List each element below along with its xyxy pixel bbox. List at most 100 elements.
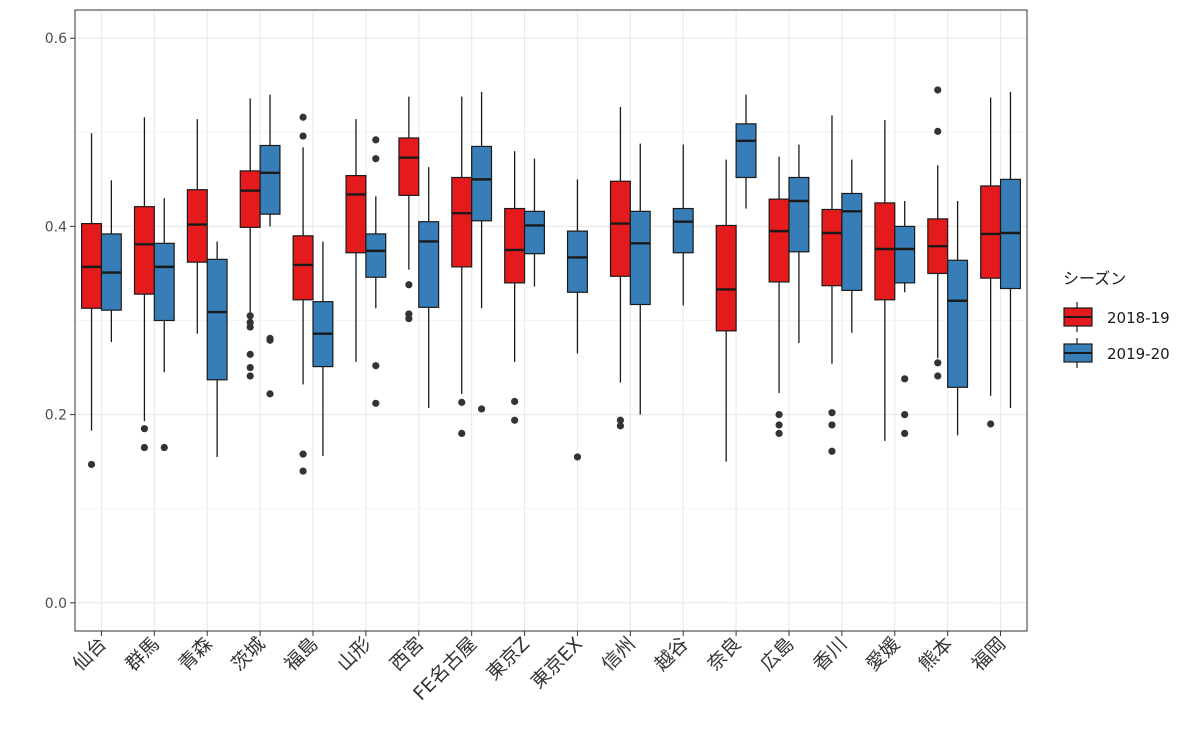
outlier-point — [246, 312, 254, 320]
outlier-point — [775, 410, 783, 419]
outlier-point — [372, 362, 380, 370]
outlier-point — [511, 397, 519, 406]
box-2019-20 — [418, 167, 440, 409]
box-2019-20 — [672, 144, 694, 306]
outlier-point — [775, 429, 783, 438]
y-tick-label: 0.4 — [45, 219, 67, 235]
box-iqr — [768, 198, 790, 283]
outlier-point — [405, 281, 413, 289]
box-iqr — [504, 207, 526, 284]
category-group — [186, 119, 228, 457]
box-2019-20 — [471, 91, 493, 413]
y-tick-label: 0.2 — [45, 408, 67, 424]
legend-label: 2019-20 — [1107, 345, 1170, 363]
box-2019-20 — [523, 158, 545, 287]
box-2019-20 — [312, 241, 334, 456]
category-group — [451, 91, 493, 438]
category-group — [874, 120, 916, 441]
outlier-point — [246, 372, 254, 380]
outlier-point — [477, 405, 486, 413]
category-group — [609, 106, 651, 430]
outlier-point — [828, 447, 836, 455]
box-2018-19 — [451, 96, 473, 438]
outlier-point — [775, 421, 783, 429]
outlier-point — [299, 113, 307, 121]
outlier-point — [901, 375, 909, 383]
box-2019-20 — [566, 179, 588, 461]
outlier-point — [573, 453, 582, 461]
box-iqr — [735, 123, 757, 179]
box-2018-19 — [186, 119, 208, 334]
outlier-point — [987, 420, 995, 428]
panel-border — [74, 9, 1028, 632]
box-2019-20 — [894, 201, 916, 438]
box-2018-19 — [927, 86, 949, 380]
box-2018-19 — [239, 98, 261, 380]
box-iqr — [133, 206, 155, 295]
box-iqr — [672, 207, 694, 254]
grid-minor — [75, 131, 1027, 510]
outlier-point — [246, 323, 254, 331]
category-group — [398, 96, 440, 409]
category-group — [672, 144, 694, 306]
outlier-point — [901, 410, 909, 419]
category-group — [821, 115, 863, 455]
legend: シーズン 2018-19 2019-20 — [1063, 269, 1170, 368]
box-2019-20 — [365, 136, 387, 407]
box-iqr — [292, 235, 314, 301]
box-2019-20 — [100, 180, 122, 343]
outlier-point — [140, 443, 149, 452]
box-iqr — [418, 221, 440, 308]
outlier-point — [299, 450, 307, 458]
box-2019-20 — [735, 94, 757, 209]
outlier-point — [828, 421, 836, 429]
box-2019-20 — [947, 201, 969, 436]
box-2018-19 — [345, 119, 367, 362]
box-iqr — [715, 224, 737, 332]
box-iqr — [947, 259, 969, 388]
category-group — [768, 144, 810, 438]
outlier-point — [266, 336, 274, 344]
outlier-point — [299, 132, 307, 140]
box-2018-19 — [609, 106, 631, 430]
box-2019-20 — [259, 94, 281, 398]
box-2018-19 — [715, 159, 737, 462]
y-axis: 0.0 0.2 0.4 0.6 — [45, 31, 75, 612]
box-2018-19 — [504, 151, 526, 424]
box-iqr — [566, 230, 588, 293]
box-iqr — [841, 192, 863, 291]
outlier-point — [140, 425, 149, 433]
outlier-point — [160, 443, 168, 452]
outlier-point — [458, 429, 466, 438]
outlier-point — [511, 416, 519, 424]
outlier-point — [372, 136, 380, 144]
box-iqr — [345, 175, 367, 254]
box-iqr — [206, 258, 228, 381]
box-iqr — [609, 180, 631, 277]
box-iqr — [259, 144, 281, 215]
outlier-point — [246, 350, 254, 358]
category-group — [81, 133, 122, 469]
box-iqr — [523, 210, 545, 255]
legend-label: 2018-19 — [1107, 309, 1170, 327]
category-group — [345, 119, 387, 407]
box-iqr — [186, 189, 208, 263]
box-iqr — [629, 210, 651, 306]
outlier-point — [458, 398, 466, 406]
box-2018-19 — [768, 156, 790, 438]
legend-key — [1063, 338, 1093, 368]
box-2018-19 — [292, 113, 314, 475]
category-group — [980, 91, 1021, 428]
box-2019-20 — [629, 143, 651, 415]
box-iqr — [471, 145, 493, 222]
box-2019-20 — [788, 144, 810, 344]
category-group — [715, 94, 757, 462]
outlier-point — [828, 409, 836, 417]
grid-major — [75, 10, 1027, 631]
box-2018-19 — [398, 96, 420, 323]
box-iqr — [239, 170, 261, 228]
category-group — [504, 151, 545, 424]
outlier-point — [934, 359, 942, 367]
